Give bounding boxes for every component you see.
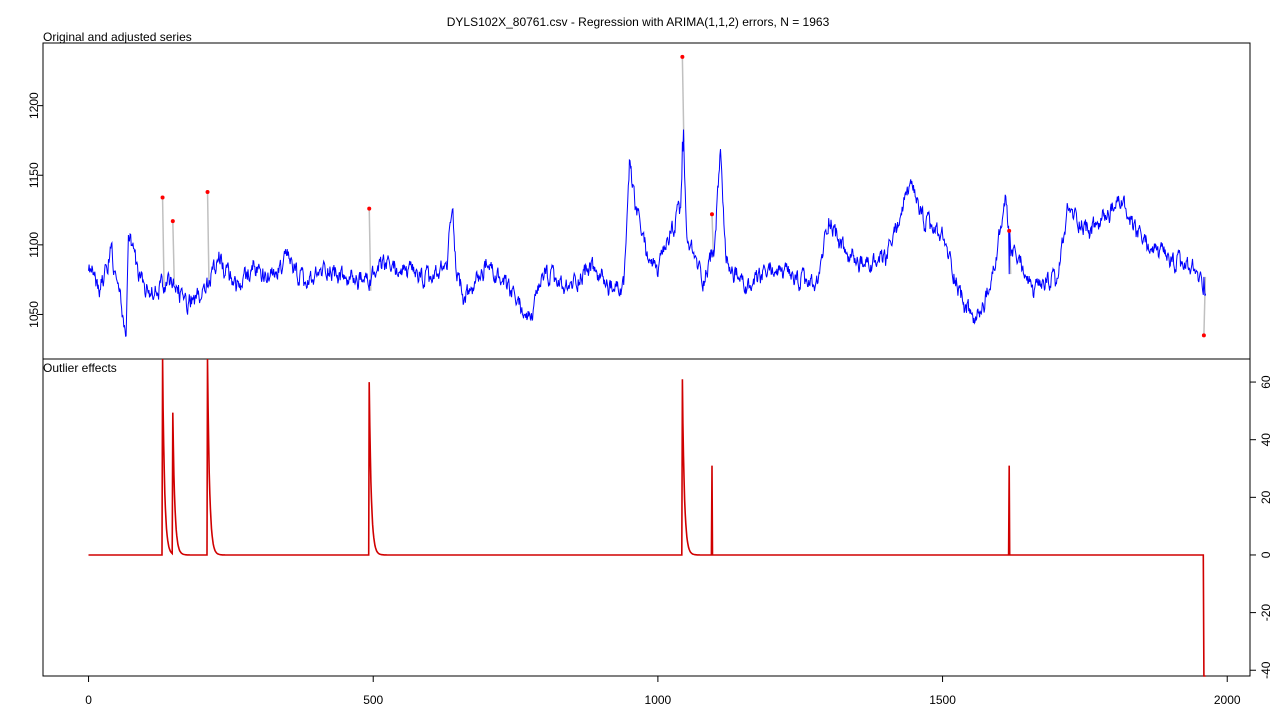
original-series-segment [368, 208, 372, 291]
y-tick-label: 1150 [27, 162, 41, 188]
original-series-segment [206, 191, 210, 287]
bottom-panel-frame [42, 358, 1251, 677]
x-tick-label: 2000 [1214, 693, 1241, 707]
x-tick-label: 1500 [929, 693, 956, 707]
y-tick-label: 1200 [27, 92, 41, 119]
outlier-point [160, 195, 165, 200]
y-tick-label: -20 [1259, 604, 1273, 622]
outlier-effects-line [88, 358, 1206, 677]
chart-title: DYLS102X_80761.csv - Regression with ARI… [447, 15, 830, 29]
y-tick-label: -40 [1259, 661, 1273, 679]
x-tick-label: 1000 [645, 693, 672, 707]
y-tick-label: 1100 [27, 232, 41, 258]
y-tick-label: 20 [1259, 490, 1273, 504]
y-tick-label: 0 [1259, 551, 1273, 558]
outlier-point [1201, 333, 1206, 338]
adjusted-series-line [88, 129, 1207, 337]
outlier-point [170, 219, 175, 224]
y-tick-label: 40 [1259, 433, 1273, 447]
original-series-segment [681, 56, 685, 142]
original-series-segment [172, 221, 176, 284]
y-tick-label: 1050 [27, 301, 41, 328]
outlier-point [367, 206, 372, 211]
original-series-segment [1203, 276, 1207, 336]
x-tick-label: 0 [85, 693, 92, 707]
y-tick-label: 60 [1259, 375, 1273, 389]
original-series-segment [161, 197, 165, 287]
bottom-panel-label: Outlier effects [43, 361, 117, 375]
bottom-panel: -40 -20 0 20 40 60 0 500 1000 1500 2000 [42, 358, 1273, 707]
outlier-point [680, 54, 685, 59]
top-panel: 1050 1100 1150 1200 [27, 42, 1251, 360]
top-panel-frame [42, 42, 1251, 360]
outlier-point [709, 212, 714, 217]
outlier-point [205, 189, 210, 194]
top-panel-label: Original and adjusted series [43, 30, 192, 44]
x-tick-label: 500 [363, 693, 383, 707]
outlier-point [1007, 228, 1012, 233]
